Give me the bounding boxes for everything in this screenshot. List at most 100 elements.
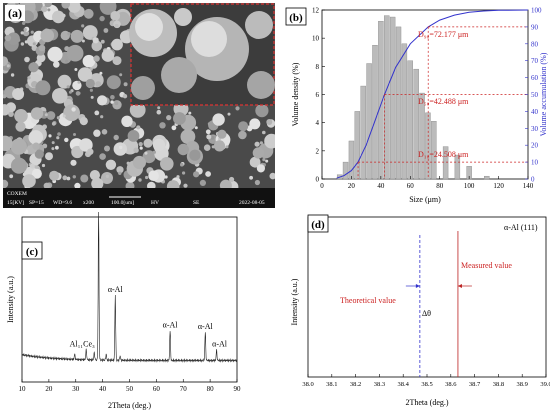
sem-particle bbox=[47, 8, 51, 12]
panel-a-sem-image: (a) COXEM 15[KV] SP=15 WD=9.6 x200 100.0… bbox=[3, 3, 275, 208]
sem-particle bbox=[53, 61, 60, 68]
sem-particle bbox=[70, 159, 77, 166]
sem-particle bbox=[12, 88, 25, 100]
y-tick-label: 12 bbox=[312, 7, 320, 15]
sem-particle bbox=[122, 94, 128, 99]
sem-particle bbox=[28, 62, 39, 73]
sem-particle bbox=[249, 175, 254, 180]
sem-particle bbox=[15, 3, 19, 6]
x-tick-label: 90 bbox=[234, 385, 242, 393]
sem-particle bbox=[3, 94, 7, 99]
sem-particle bbox=[64, 137, 69, 143]
sem-particle bbox=[10, 157, 28, 174]
sem-particle bbox=[206, 134, 212, 140]
histogram-bar bbox=[454, 154, 461, 180]
x-tick-label: 20 bbox=[348, 182, 356, 190]
sem-particle bbox=[194, 126, 198, 130]
sem-particle bbox=[138, 178, 142, 182]
sem-particle bbox=[132, 155, 146, 170]
histogram-bar bbox=[395, 26, 402, 180]
y2-tick-label: 30 bbox=[531, 125, 539, 133]
sem-particle bbox=[82, 54, 96, 68]
x-tick-label: 38.1 bbox=[326, 381, 337, 388]
x-tick-label: 140 bbox=[523, 182, 534, 190]
sem-particle bbox=[143, 138, 153, 148]
sem-particle bbox=[217, 129, 227, 139]
xrd-chart-plot: α-Alα-Alα-Alα-Alα-AlAl₁₁Ce₃1020304050607… bbox=[6, 212, 241, 410]
sem-particle bbox=[99, 153, 106, 160]
sem-particle bbox=[180, 162, 184, 167]
sem-particle bbox=[90, 95, 94, 99]
d10-annotation: D₁₀=24.508 μm bbox=[418, 150, 469, 159]
x-tick-label: 0 bbox=[320, 182, 324, 190]
sem-particle bbox=[66, 176, 71, 181]
sem-particle bbox=[41, 6, 48, 13]
measured-label: Measured value bbox=[461, 261, 512, 270]
x-tick-label: 38.8 bbox=[493, 381, 504, 388]
x-tick-label: 80 bbox=[436, 182, 444, 190]
sem-particle bbox=[61, 3, 70, 9]
measured-arrow-head bbox=[457, 284, 462, 288]
panel-b-size-chart: 0 20 40 60 80 100 120 1400246810120102030405060… bbox=[285, 7, 548, 204]
sem-particle bbox=[93, 129, 101, 137]
histogram-bar bbox=[342, 161, 349, 180]
sem-particle bbox=[254, 141, 260, 147]
y2-tick-label: 80 bbox=[531, 40, 539, 48]
sem-particle bbox=[80, 174, 89, 183]
histogram-bar bbox=[442, 146, 449, 180]
sem-particle bbox=[269, 172, 275, 180]
sem-particle bbox=[66, 44, 84, 62]
sem-particle bbox=[51, 147, 55, 151]
sem-particle bbox=[138, 142, 143, 147]
sem-particle bbox=[101, 49, 115, 62]
peak-chart-plot: 38.0 38.1 38.2 38.3 38.4 38.5 38.6 38.7 38.8 38.9… bbox=[290, 217, 550, 407]
panel-c-xrd-chart: α-Alα-Alα-Alα-Alα-AlAl₁₁Ce₃1020304050607… bbox=[6, 212, 241, 410]
sem-particle bbox=[43, 182, 50, 189]
sem-particle bbox=[30, 30, 34, 34]
sem-particle bbox=[116, 166, 124, 174]
sem-particle bbox=[101, 172, 113, 184]
sem-particle bbox=[61, 13, 66, 18]
sem-particle bbox=[27, 76, 31, 80]
xrd-pattern-line bbox=[21, 212, 238, 363]
histogram-bar bbox=[389, 16, 396, 180]
sem-particle bbox=[111, 38, 123, 51]
x-tick-label: 100 bbox=[464, 182, 475, 190]
sem-particle bbox=[66, 85, 70, 89]
x-tick-label: 60 bbox=[153, 385, 161, 393]
sem-particle bbox=[3, 135, 13, 151]
sem-particle bbox=[99, 3, 117, 15]
sem-particle bbox=[119, 145, 123, 150]
sem-particle bbox=[3, 104, 11, 116]
x-tick-label: 38.9 bbox=[517, 381, 528, 388]
sem-particle bbox=[255, 104, 269, 118]
sem-particle bbox=[44, 113, 48, 117]
x-tick-label: 38.7 bbox=[469, 381, 481, 388]
y-tick-label: 8 bbox=[316, 63, 320, 71]
sem-particle bbox=[266, 119, 273, 125]
sem-particle bbox=[110, 100, 114, 104]
sem-particle bbox=[77, 80, 81, 84]
x-tick-label: 38.2 bbox=[350, 381, 361, 388]
sem-date: 2022-08-05 bbox=[239, 200, 265, 206]
sem-particle bbox=[48, 134, 52, 138]
sem-particle bbox=[14, 109, 28, 123]
sem-particle bbox=[79, 117, 88, 126]
sem-particle bbox=[264, 133, 275, 149]
sem-particle bbox=[118, 171, 122, 175]
y2-tick-label: 0 bbox=[531, 176, 535, 184]
sem-particle bbox=[32, 142, 40, 150]
sem-particle bbox=[79, 138, 93, 152]
sem-particle bbox=[238, 121, 249, 132]
sem-particle bbox=[89, 88, 93, 92]
sem-brand: COXEM bbox=[7, 191, 27, 197]
histogram-bar bbox=[431, 121, 437, 180]
x-tick-label: 50 bbox=[126, 385, 134, 393]
sem-particle bbox=[63, 104, 80, 122]
sem-particle bbox=[92, 37, 99, 44]
peak-title: α-Al (111) bbox=[504, 223, 538, 232]
sem-particle bbox=[235, 106, 240, 111]
sem-particle bbox=[52, 10, 65, 24]
sem-particle bbox=[105, 159, 117, 170]
sem-particle bbox=[29, 163, 35, 169]
